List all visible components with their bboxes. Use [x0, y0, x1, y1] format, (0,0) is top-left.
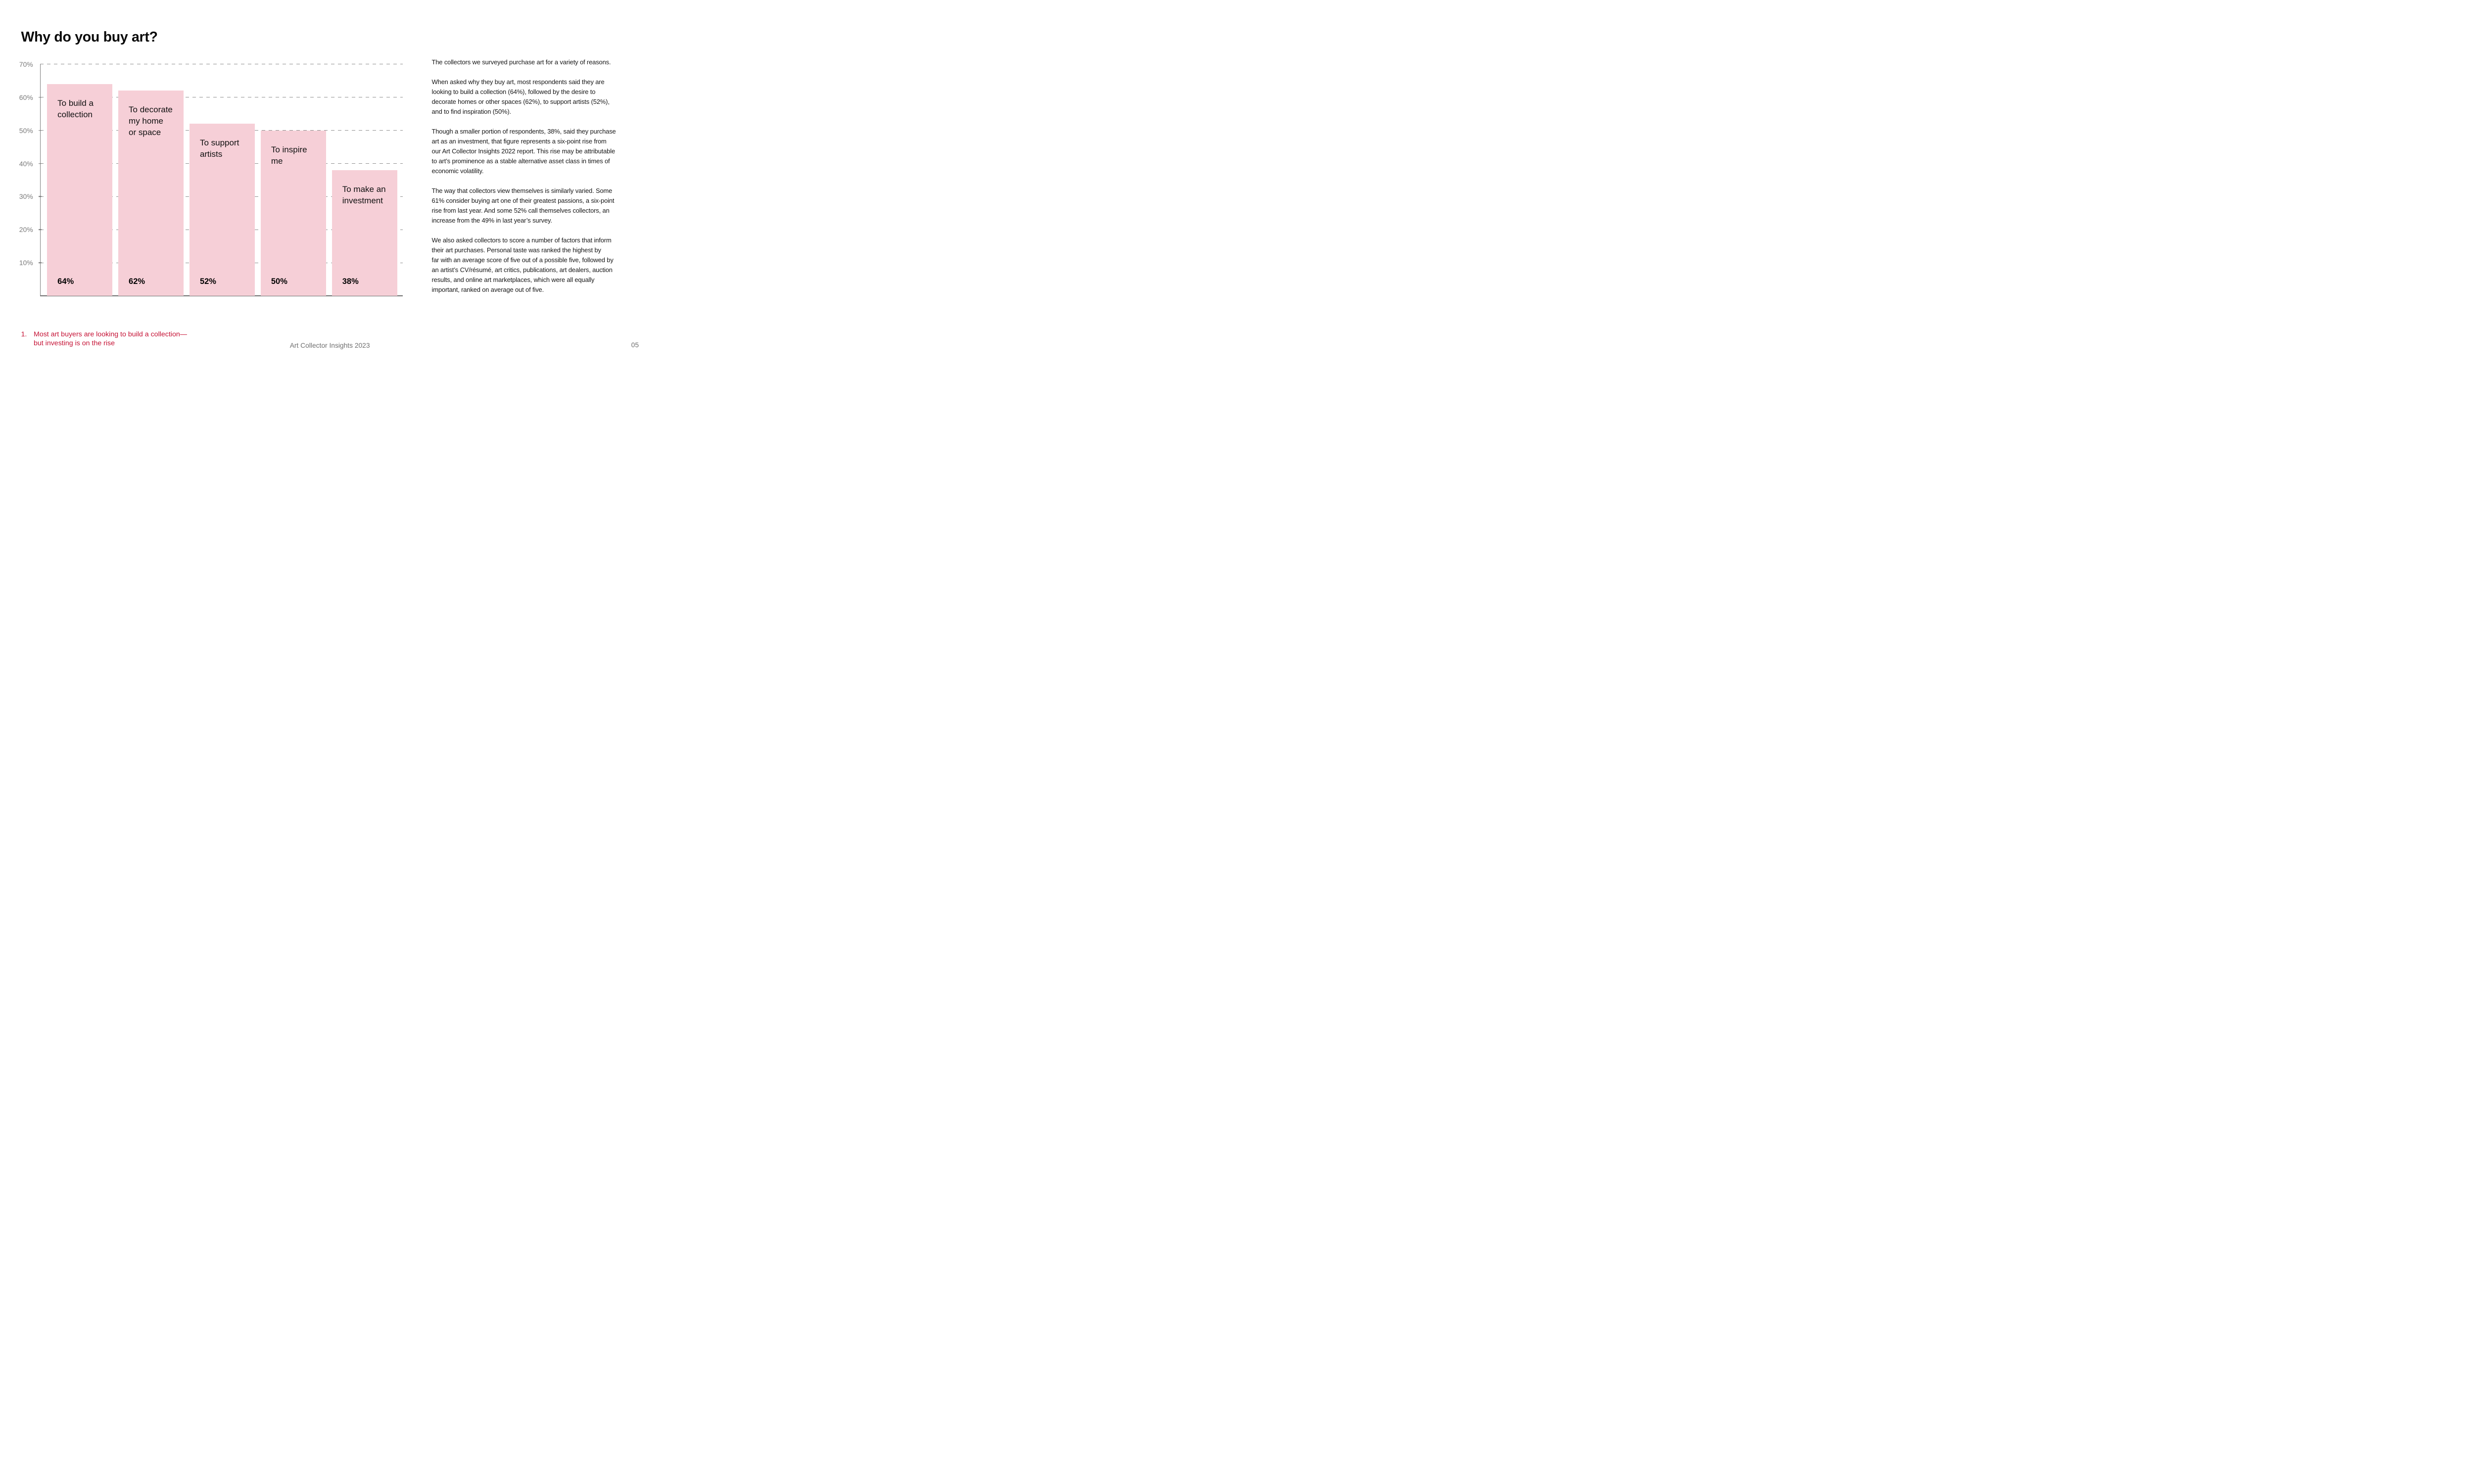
y-tick-mark	[38, 130, 42, 131]
bar-value-label: 52%	[199, 277, 216, 286]
body-paragraph: Though a smaller portion of respondents,…	[431, 128, 616, 175]
footer-report-title: Art Collector Insights 2023	[289, 342, 370, 349]
bar: To build a collection 64%	[47, 84, 113, 296]
y-tick-label: 20%	[19, 226, 33, 234]
y-tick-mark	[38, 96, 42, 98]
bar: To support artists 52%	[189, 124, 255, 296]
y-tick-label: 70%	[19, 60, 33, 68]
y-tick-mark	[38, 229, 42, 231]
y-tick-mark	[38, 196, 42, 197]
chart-plot: 70% 60% 50% 40% 30% 20% 10% To build a collecti…	[19, 60, 403, 297]
page-title: Why do you buy art?	[21, 29, 158, 46]
body-paragraph: The collectors we surveyed purchase art …	[431, 58, 611, 66]
bar: To make an investment 38%	[332, 170, 397, 296]
bar-value-label: 62%	[129, 277, 145, 286]
body-paragraph: The way that collectors view themselves …	[431, 187, 615, 224]
y-tick-label: 40%	[19, 159, 33, 168]
body-paragraph: When asked why they buy art, most respon…	[431, 78, 610, 115]
y-tick-mark	[38, 262, 42, 264]
y-axis-line	[40, 64, 41, 296]
footnote-text: Most art buyers are looking to build a c…	[34, 330, 187, 347]
bar-category-label: To inspire me	[271, 144, 307, 166]
bar-category-label: To make an investment	[342, 184, 386, 205]
y-tick-label: 60%	[19, 93, 33, 101]
footnote: 1. Most art buyers are looking to build …	[21, 330, 187, 348]
body-paragraph: We also asked collectors to score a numb…	[431, 236, 614, 293]
y-tick-mark	[38, 163, 42, 164]
y-tick-label: 10%	[19, 259, 33, 267]
bar-category-label: To support artists	[199, 138, 239, 159]
bar: To decorate my home or space 62%	[118, 91, 184, 296]
bar-category-label: To build a collection	[57, 98, 94, 119]
y-tick-label: 50%	[19, 126, 33, 135]
body-text-column: The collectors we surveyed purchase art …	[432, 57, 665, 305]
bar-value-label: 38%	[342, 277, 359, 286]
y-tick-label: 30%	[19, 192, 33, 201]
page-number: 05	[631, 341, 639, 349]
bar-value-label: 64%	[57, 277, 74, 286]
bar-value-label: 50%	[271, 277, 287, 286]
bar-category-label: To decorate my home or space	[129, 105, 173, 138]
bar: To inspire me 50%	[260, 130, 326, 296]
footnote-number: 1.	[21, 330, 27, 338]
